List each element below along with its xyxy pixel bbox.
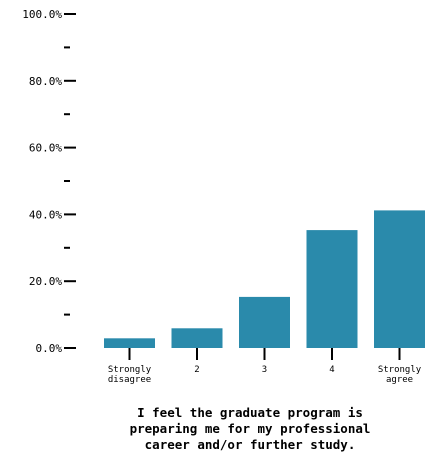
x-tick-label: Strongly [108,365,152,375]
chart-title: I feel the graduate program is preparing… [70,405,428,453]
y-tick-label: 80.0% [29,75,62,88]
x-tick-label: Strongly [378,365,422,375]
x-tick-label: 4 [329,365,334,375]
x-tick-label: agree [386,375,413,385]
bars [104,210,425,348]
y-tick-label: 40.0% [29,208,62,221]
y-axis: 0.0% 20.0% 40.0% 60.0% 80.0% 100.0% [22,8,76,355]
y-tick-label: 0.0% [36,342,63,355]
bar [104,338,155,348]
bar [306,230,358,348]
chart-title-line-3: career and/or further study. [144,437,356,452]
bar [374,210,425,348]
chart-title-line-2: preparing me for my professional [129,421,371,436]
y-tick-label: 100.0% [22,8,62,21]
y-tick-label: 60.0% [29,142,62,155]
x-tick-label: 2 [194,365,199,375]
y-tick-label: 20.0% [29,275,62,288]
x-tick-label: disagree [108,375,151,385]
bar [171,328,223,348]
x-tick-label: 3 [262,365,267,375]
chart-title-line-1: I feel the graduate program is [137,405,363,420]
bar [239,296,290,348]
